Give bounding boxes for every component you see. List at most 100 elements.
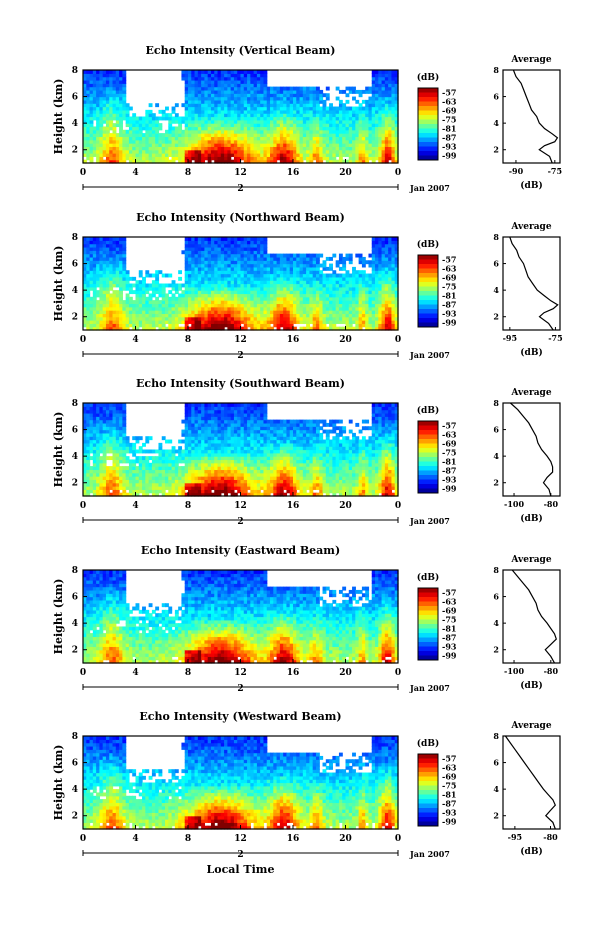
heatmap-cell (381, 159, 386, 164)
heatmap-cell (293, 300, 297, 305)
heatmap-cell (237, 149, 242, 154)
heatmap-cell (335, 143, 340, 147)
heatmap-cell (384, 270, 389, 275)
heatmap-cell (247, 310, 251, 314)
heatmap-cell (256, 256, 261, 261)
heatmap-cell (102, 93, 107, 98)
heatmap-cell (99, 70, 104, 74)
heatmap-cell (92, 476, 97, 480)
heatmap-cell (115, 442, 120, 447)
heatmap-cell (273, 156, 278, 161)
heatmap-cell (119, 149, 123, 154)
heatmap-cell (102, 449, 107, 454)
heatmap-cell (260, 103, 265, 108)
heatmap-cell (210, 293, 215, 298)
heatmap-cell (378, 273, 383, 278)
heatmap-cell (227, 129, 232, 134)
heatmap-cell (270, 139, 274, 144)
heatmap-cell (201, 276, 206, 281)
heatmap-cell (381, 256, 386, 261)
heatmap-cell (306, 326, 311, 331)
heatmap-cell (204, 270, 209, 275)
heatmap-cell (325, 149, 330, 154)
heatmap-cell (233, 139, 238, 144)
heatmap-cell (286, 270, 291, 275)
heatmap-cell (214, 89, 219, 94)
heatmap-cell (309, 113, 314, 118)
heatmap-cell (181, 310, 186, 314)
heatmap-cell (335, 126, 340, 131)
heatmap-cell (83, 412, 87, 417)
heatmap-cell (158, 139, 163, 144)
heatmap-cell (338, 119, 343, 124)
heatmap-cell (250, 109, 255, 114)
heatmap-cell (230, 283, 235, 288)
heatmap-cell (197, 323, 202, 328)
heatmap-cell (312, 303, 317, 308)
heatmap-cell (178, 283, 183, 288)
heatmap-cell (394, 270, 399, 275)
heatmap-cell (119, 449, 123, 454)
heatmap-cell (165, 326, 169, 331)
heatmap-cell (348, 146, 353, 151)
heatmap-cell (115, 432, 120, 437)
heatmap-cell (319, 283, 324, 288)
heatmap-cell (168, 320, 173, 324)
avg-x-tick-label: -75 (548, 166, 562, 176)
heatmap-cell (332, 159, 337, 164)
heatmap-cell (270, 253, 274, 258)
heatmap-cell (168, 139, 173, 144)
heatmap-cell (276, 263, 281, 268)
heatmap-cell (83, 280, 87, 285)
heatmap-cell (388, 276, 393, 281)
heatmap-cell (348, 253, 353, 258)
heatmap-cell (105, 479, 110, 484)
heatmap-cell (237, 250, 242, 255)
heatmap-cell (142, 139, 146, 144)
heatmap-cell (283, 266, 288, 271)
heatmap-cell (375, 96, 379, 101)
heatmap-cell (329, 296, 333, 301)
heatmap-cell (115, 456, 120, 461)
heatmap-cell (112, 403, 117, 407)
heatmap-cell (394, 123, 399, 128)
heatmap-cell (240, 86, 245, 91)
heatmap-cell (148, 306, 153, 311)
heatmap-cell (115, 449, 120, 454)
heatmap-cell (119, 119, 123, 124)
heatmap-cell (89, 143, 94, 147)
heatmap-cell (89, 136, 94, 141)
heatmap-cell (105, 266, 110, 271)
heatmap-cell (184, 253, 189, 258)
heatmap-cell (207, 89, 212, 94)
heatmap-cell (286, 300, 291, 305)
heatmap-cell (119, 266, 123, 271)
heatmap-cell (83, 436, 87, 441)
heatmap-cell (394, 250, 399, 255)
heatmap-cell (355, 270, 360, 275)
heatmap-cell (273, 146, 278, 151)
heatmap-cell (375, 99, 379, 104)
heatmap-cell (86, 273, 91, 278)
heatmap-cell (266, 260, 271, 265)
heatmap-cell (158, 283, 163, 288)
heatmap-cell (237, 303, 242, 308)
heatmap-cell (319, 303, 324, 308)
heatmap-cell (86, 136, 91, 141)
heatmap-cell (312, 300, 317, 305)
heatmap-cell (315, 136, 320, 141)
heatmap-cell (112, 79, 117, 84)
heatmap-cell (89, 313, 94, 318)
heatmap-cell (381, 109, 386, 114)
heatmap-cell (96, 136, 101, 141)
heatmap-cell (224, 313, 228, 318)
heatmap-cell (315, 156, 320, 161)
heatmap-cell (220, 99, 225, 104)
heatmap-cell (283, 283, 288, 288)
heatmap-cell (217, 156, 222, 161)
heatmap-cell (315, 296, 320, 301)
heatmap-cell (260, 159, 265, 164)
heatmap-cell (112, 472, 117, 477)
heatmap-cell (194, 273, 199, 278)
heatmap-cell (135, 472, 140, 477)
